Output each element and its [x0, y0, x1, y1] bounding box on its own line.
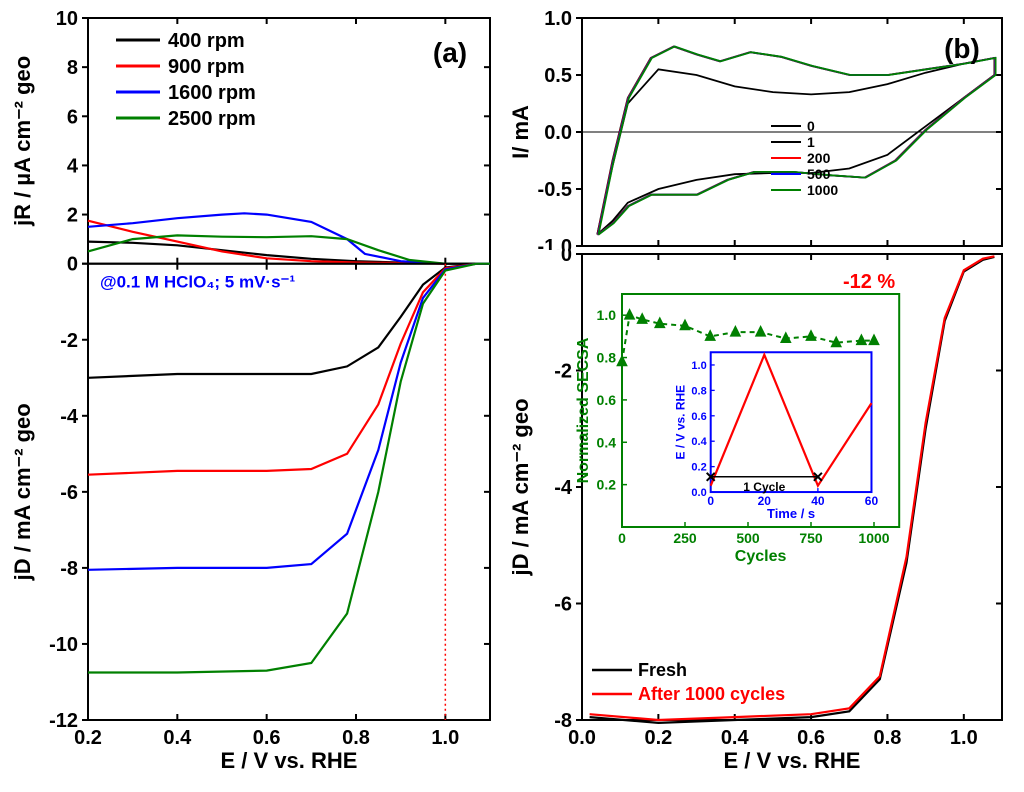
svg-text:0.6: 0.6	[253, 727, 281, 749]
cycle-label: 1 Cycle	[743, 480, 785, 494]
inset-inner-ylabel: E / V vs. RHE	[674, 385, 688, 460]
svg-text:1000: 1000	[858, 530, 889, 546]
svg-text:0: 0	[561, 250, 572, 266]
inset-inner-xlabel: Time / s	[767, 506, 815, 521]
bbot-ylabel: jD / mA cm⁻² geo	[508, 398, 533, 576]
legend-item: 2500 rpm	[168, 108, 256, 130]
svg-text:0: 0	[618, 530, 626, 546]
legend-item: After 1000 cycles	[638, 684, 785, 704]
panel-b-column: -1.0-0.50.00.51.0I/ mA(b)012005001000 -8…	[508, 10, 1014, 782]
svg-text:-6: -6	[60, 482, 78, 504]
svg-text:0.8: 0.8	[342, 727, 370, 749]
svg-text:-4: -4	[554, 477, 573, 499]
svg-text:-2: -2	[554, 361, 572, 383]
svg-text:0: 0	[707, 494, 714, 508]
svg-text:0.0: 0.0	[691, 487, 706, 499]
svg-text:0.5: 0.5	[544, 65, 572, 87]
legend-item: 0	[807, 118, 815, 134]
inset-outer-ylabel: Normalized SECSA	[575, 337, 592, 483]
svg-text:4: 4	[67, 155, 79, 177]
svg-text:10: 10	[56, 10, 78, 30]
legend-item: 400 rpm	[168, 30, 245, 52]
svg-text:-1.0: -1.0	[538, 236, 572, 250]
panel-b-bottom-svg: -8-6-4-200.00.20.40.60.81.0FreshAfter 10…	[508, 250, 1014, 782]
svg-text:0.2: 0.2	[74, 727, 102, 749]
svg-text:750: 750	[799, 530, 823, 546]
svg-text:0.8: 0.8	[597, 350, 617, 366]
legend-item: 900 rpm	[168, 56, 245, 78]
svg-text:0.4: 0.4	[691, 436, 707, 448]
svg-text:-8: -8	[60, 558, 78, 580]
panel-a-tag: (a)	[433, 37, 467, 68]
bbot-xlabel: E / V vs. RHE	[724, 748, 861, 773]
condition-label: @0.1 M HClO₄; 5 mV·s⁻¹	[100, 273, 296, 292]
legend-item: 1	[807, 134, 815, 150]
svg-text:0.6: 0.6	[691, 411, 706, 423]
svg-text:0.8: 0.8	[691, 385, 706, 397]
svg-text:0.6: 0.6	[797, 727, 825, 749]
svg-text:1.0: 1.0	[431, 727, 459, 749]
svg-text:8: 8	[67, 57, 78, 79]
inset-outer-xlabel: Cycles	[735, 548, 787, 565]
svg-text:500: 500	[736, 530, 760, 546]
svg-text:0.4: 0.4	[721, 727, 750, 749]
legend-item: 200	[807, 150, 831, 166]
svg-text:60: 60	[865, 494, 879, 508]
svg-text:1.0: 1.0	[691, 360, 706, 372]
svg-text:0.0: 0.0	[544, 122, 572, 144]
svg-text:0.4: 0.4	[597, 434, 617, 450]
svg-text:0.4: 0.4	[163, 727, 192, 749]
svg-text:6: 6	[67, 106, 78, 128]
secsa-annotation: -12 %	[843, 271, 895, 293]
svg-text:0.0: 0.0	[568, 727, 596, 749]
svg-text:-4: -4	[60, 406, 79, 428]
legend-item: 500	[807, 166, 831, 182]
panel-b-top-svg: -1.0 -0.5 0.0 0.5 1.0 I/ mA (b) 012005001000	[508, 10, 1014, 250]
legend-item: 1600 rpm	[168, 82, 256, 104]
svg-text:0.8: 0.8	[874, 727, 902, 749]
panel-a-column: 0 2 4 6 8 10 jR / µA cm⁻² geo 400 rpm 900 rpm 160…	[10, 10, 500, 782]
svg-text:1.0: 1.0	[544, 10, 572, 30]
svg-text:-2: -2	[60, 330, 78, 352]
svg-text:0.2: 0.2	[644, 727, 672, 749]
panel-a-svg: 0 2 4 6 8 10 jR / µA cm⁻² geo 400 rpm 900 rpm 160…	[10, 10, 500, 782]
panel-a-xlabel: E / V vs. RHE	[221, 748, 358, 773]
svg-text:-6: -6	[554, 594, 572, 616]
svg-text:1.0: 1.0	[950, 727, 978, 749]
svg-text:0.6: 0.6	[597, 392, 617, 408]
svg-text:0: 0	[67, 254, 78, 276]
ring-ylabel: jR / µA cm⁻² geo	[10, 56, 35, 227]
svg-text:250: 250	[673, 530, 697, 546]
svg-text:1.0: 1.0	[597, 307, 617, 323]
svg-text:2: 2	[67, 205, 78, 227]
svg-text:-0.5: -0.5	[538, 179, 572, 201]
legend-item: 1000	[807, 182, 838, 198]
svg-text:-10: -10	[49, 634, 78, 656]
btop-ylabel: I/ mA	[508, 105, 533, 159]
svg-text:0.2: 0.2	[691, 462, 706, 474]
svg-text:0.2: 0.2	[597, 477, 617, 493]
legend-item: Fresh	[638, 660, 687, 680]
panel-b-tag: (b)	[944, 33, 980, 64]
disk-ylabel: jD / mA cm⁻² geo	[10, 403, 35, 581]
figure-root: 0246810jR / µA cm⁻² geo400 rpm900 rpm160…	[10, 10, 1014, 782]
